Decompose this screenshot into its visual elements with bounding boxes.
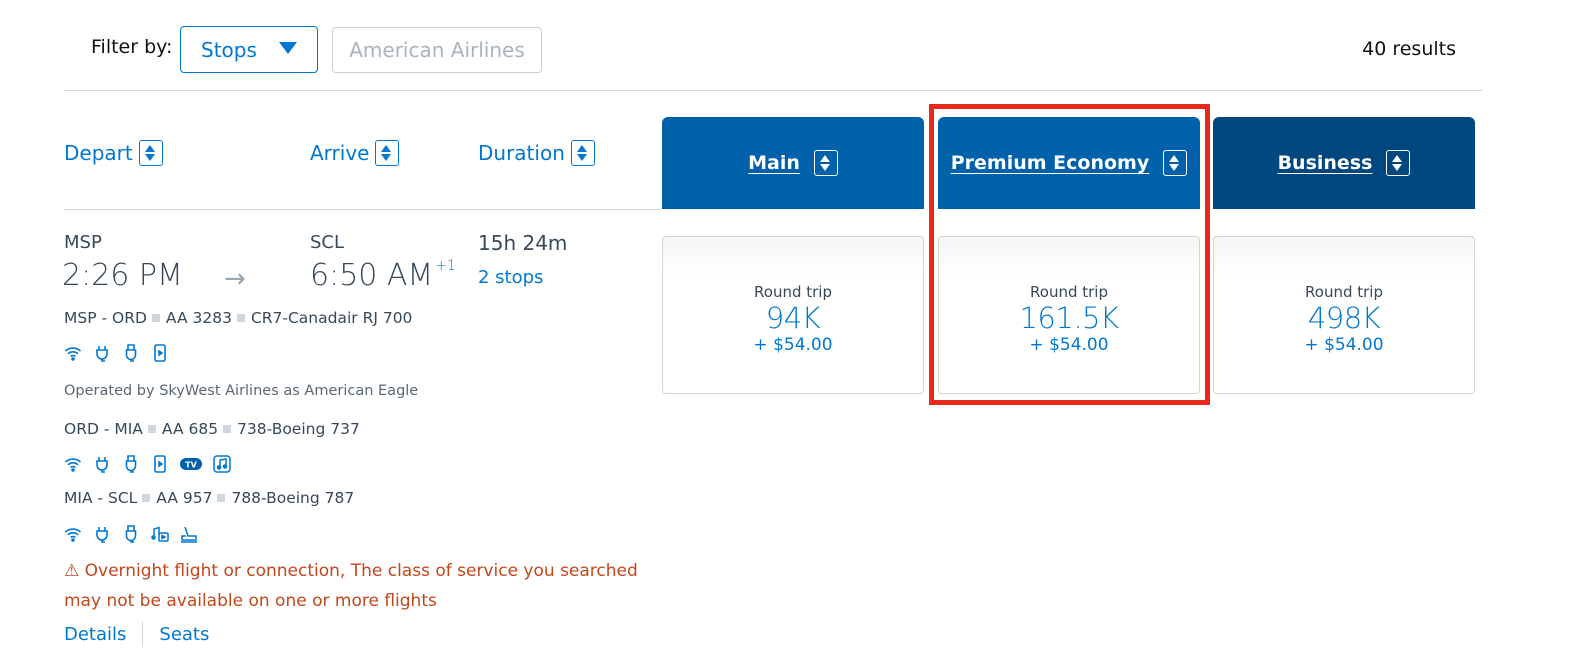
day-offset: +1	[435, 258, 456, 274]
streaming-icon	[154, 455, 166, 473]
separator	[142, 494, 151, 502]
wifi-icon	[64, 458, 82, 472]
sort-depart[interactable]: Depart	[64, 140, 163, 166]
origin-airport: MSP	[64, 232, 102, 253]
segment-route: ORD - MIA	[64, 420, 143, 438]
amenities-segment-1	[64, 344, 169, 362]
cabin-header-business[interactable]: Business	[1213, 117, 1475, 209]
amenities-segment-3	[64, 525, 198, 543]
usb-icon	[125, 525, 137, 543]
sort-arrive-label: Arrive	[310, 141, 370, 165]
fare-fee: + $54.00	[753, 335, 833, 355]
stops-select[interactable]: Stops	[180, 26, 318, 73]
sort-arrive[interactable]: Arrive	[310, 140, 400, 166]
separator	[223, 425, 232, 433]
details-link[interactable]: Details	[64, 623, 127, 645]
separator	[217, 494, 226, 502]
arrive-time: 6:50 AM	[310, 258, 434, 293]
usb-icon	[125, 455, 137, 473]
segment-aircraft: 738-Boeing 737	[237, 420, 360, 438]
filter-label: Filter by:	[91, 36, 173, 58]
segment-route: MSP - ORD	[64, 309, 147, 327]
cabin-header-premium-economy[interactable]: Premium Economy	[938, 117, 1200, 209]
segment-aircraft: CR7-Canadair RJ 700	[250, 309, 413, 327]
stops-link[interactable]: 2 stops	[478, 267, 544, 288]
fare-fee: + $54.00	[1029, 335, 1109, 355]
segment-2: ORD - MIA AA 685 738-Boeing 737	[64, 420, 360, 438]
fare-type: Round trip	[754, 283, 832, 301]
separator	[236, 314, 245, 322]
sort-depart-label: Depart	[64, 141, 133, 165]
arrive-time-wrap: 6:50 AM +1	[310, 258, 456, 293]
fare-type: Round trip	[1305, 283, 1383, 301]
caret-down-icon	[279, 42, 297, 54]
cabin-label: Premium Economy	[950, 152, 1150, 174]
destination-airport: SCL	[310, 232, 345, 253]
sort-icon	[375, 140, 400, 166]
entertainment-icon	[151, 526, 169, 542]
fare-miles: 498K	[1307, 301, 1381, 335]
operated-by: Operated by SkyWest Airlines as American…	[64, 383, 419, 399]
warning-icon: ⚠	[64, 561, 80, 581]
fare-card-main[interactable]: Round trip 94K + $54.00	[662, 236, 924, 394]
streaming-icon	[154, 344, 166, 362]
segment-aircraft: 788-Boeing 787	[231, 489, 355, 507]
cabin-label: Business	[1277, 152, 1373, 174]
segment-1: MSP - ORD AA 3283 CR7-Canadair RJ 700	[64, 309, 412, 327]
duration: 15h 24m	[478, 231, 568, 255]
stops-select-value: Stops	[201, 37, 257, 62]
fare-card-business[interactable]: Round trip 498K + $54.00	[1213, 236, 1475, 394]
power-icon	[96, 527, 108, 543]
segment-route: MIA - SCL	[64, 489, 138, 507]
wifi-icon	[64, 528, 82, 542]
fare-miles: 161.5K	[1019, 301, 1119, 335]
divider	[142, 621, 144, 647]
lie-flat-seat-icon	[181, 526, 197, 543]
divider	[64, 90, 1482, 91]
svg-text:TV: TV	[185, 461, 197, 470]
sort-duration[interactable]: Duration	[478, 140, 595, 166]
music-icon	[213, 455, 231, 473]
arrow-right-icon: →	[224, 264, 246, 294]
power-icon	[96, 457, 108, 473]
divider	[64, 209, 662, 210]
segment-flight-number: AA 957	[156, 489, 213, 507]
segment-3: MIA - SCL AA 957 788-Boeing 787	[64, 489, 354, 507]
sort-icon	[1163, 150, 1188, 176]
segment-flight-number: AA 3283	[165, 309, 232, 327]
separator	[151, 314, 160, 322]
cabin-header-main[interactable]: Main	[662, 117, 924, 209]
wifi-icon	[64, 347, 82, 361]
sort-icon	[570, 140, 595, 166]
sort-duration-label: Duration	[478, 141, 565, 165]
power-icon	[96, 346, 108, 362]
flight-links: Details Seats	[64, 621, 209, 647]
depart-time: 2:26 PM	[62, 258, 183, 293]
sort-icon	[138, 140, 163, 166]
seats-link[interactable]: Seats	[159, 623, 210, 645]
airline-filter-button[interactable]: American Airlines	[332, 27, 542, 73]
cabin-label: Main	[748, 152, 800, 174]
warning-message: ⚠ Overnight flight or connection, The cl…	[64, 556, 654, 616]
tv-icon: TV	[180, 458, 202, 470]
fare-card-premium-economy[interactable]: Round trip 161.5K + $54.00	[938, 236, 1200, 394]
amenities-segment-2: TV	[64, 455, 231, 473]
warning-text: Overnight flight or connection, The clas…	[64, 561, 638, 611]
filter-bar: Filter by: Stops American Airlines 40 re…	[64, 26, 1482, 90]
usb-icon	[125, 344, 137, 362]
sort-icon	[1386, 150, 1411, 176]
fare-miles: 94K	[765, 301, 821, 335]
fare-fee: + $54.00	[1304, 335, 1384, 355]
fare-type: Round trip	[1030, 283, 1108, 301]
segment-flight-number: AA 685	[161, 420, 219, 438]
separator	[147, 425, 156, 433]
sort-icon	[813, 150, 838, 176]
results-count: 40 results	[1362, 38, 1456, 60]
